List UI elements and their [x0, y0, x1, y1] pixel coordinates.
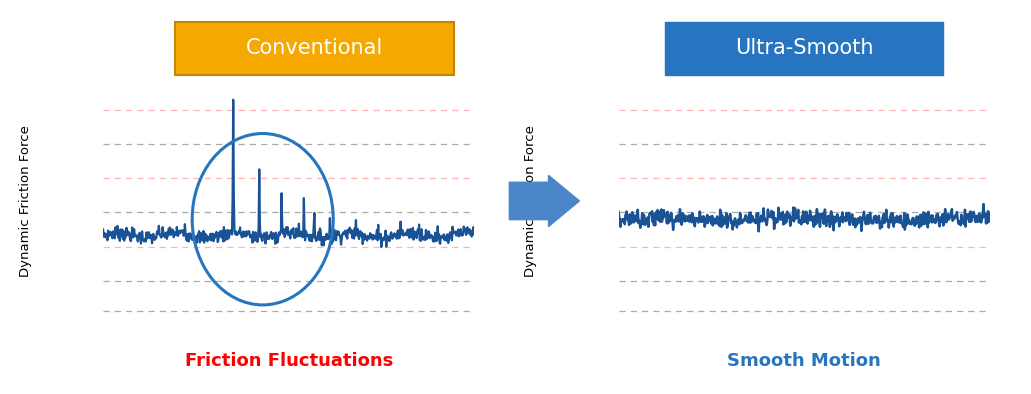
Text: Dynamic Friction Force: Dynamic Friction Force [525, 125, 537, 277]
Text: Smooth Motion: Smooth Motion [727, 352, 882, 370]
Text: Conventional: Conventional [245, 39, 384, 58]
Text: Ultra-Smooth: Ultra-Smooth [735, 39, 873, 58]
Text: Friction Fluctuations: Friction Fluctuations [185, 352, 393, 370]
Text: Dynamic Friction Force: Dynamic Friction Force [20, 125, 32, 277]
